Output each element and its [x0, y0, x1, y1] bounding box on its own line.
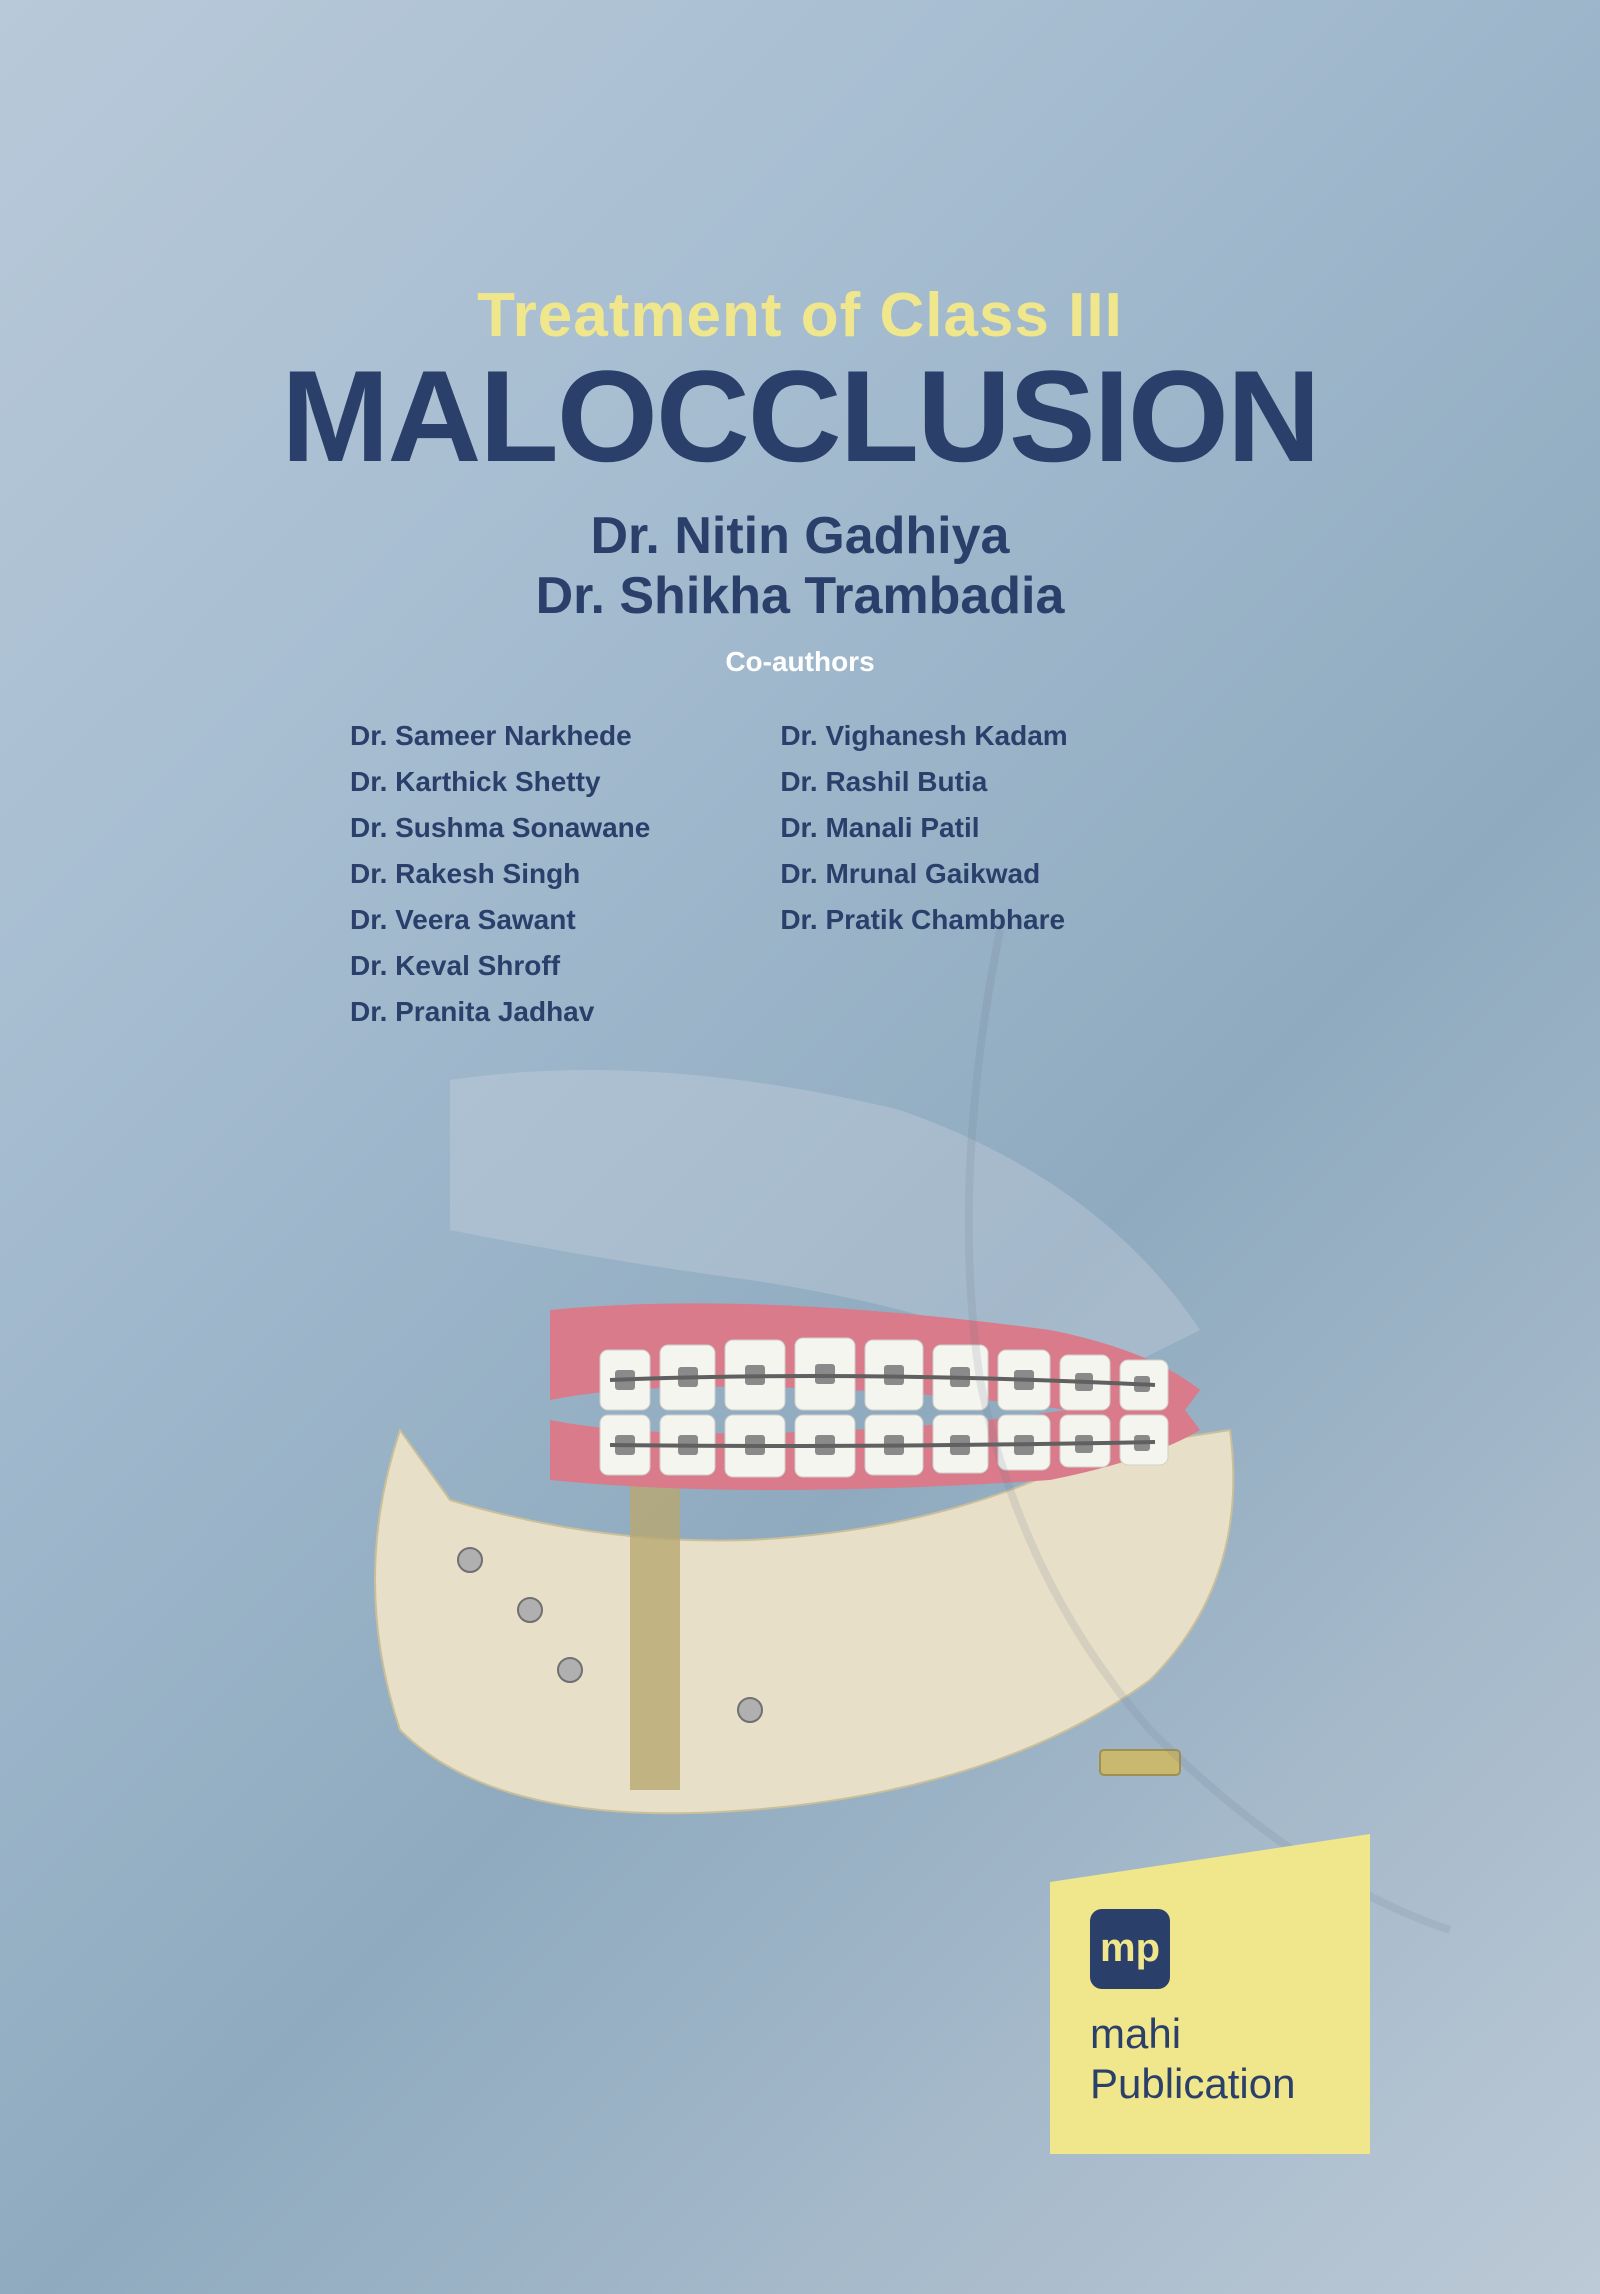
coauthor-name: Dr. Sameer Narkhede	[350, 720, 650, 752]
face-profile-outline-icon	[900, 880, 1500, 1980]
main-title: MALOCCLUSION	[0, 341, 1600, 491]
coauthor-name: Dr. Vighanesh Kadam	[780, 720, 1067, 752]
book-cover: Treatment of Class III MALOCCLUSION Dr. …	[0, 0, 1600, 2294]
author-primary-1: Dr. Nitin Gadhiya	[0, 506, 1600, 566]
publisher-name-line1: mahi	[1090, 2010, 1181, 2057]
coauthor-name: Dr. Sushma Sonawane	[350, 812, 650, 844]
publisher-name-line2: Publication	[1090, 2060, 1295, 2107]
coauthor-name: Dr. Manali Patil	[780, 812, 1067, 844]
coauthor-name: Dr. Keval Shroff	[350, 950, 650, 982]
publisher-box: mp mahi Publication	[1050, 1834, 1370, 2154]
title-section: Treatment of Class III MALOCCLUSION Dr. …	[0, 280, 1600, 678]
publisher-logo-text: mp	[1100, 1926, 1160, 1971]
illustration-area	[100, 980, 1500, 1980]
coauthors-label: Co-authors	[0, 646, 1600, 678]
publisher-name: mahi Publication	[1090, 2009, 1295, 2110]
author-primary-2: Dr. Shikha Trambadia	[0, 566, 1600, 626]
coauthor-name: Dr. Veera Sawant	[350, 904, 650, 936]
coauthor-name: Dr. Rakesh Singh	[350, 858, 650, 890]
main-authors: Dr. Nitin Gadhiya Dr. Shikha Trambadia C…	[0, 506, 1600, 678]
coauthor-name: Dr. Karthick Shetty	[350, 766, 650, 798]
coauthor-name: Dr. Rashil Butia	[780, 766, 1067, 798]
publisher-logo-icon: mp	[1090, 1909, 1170, 1989]
